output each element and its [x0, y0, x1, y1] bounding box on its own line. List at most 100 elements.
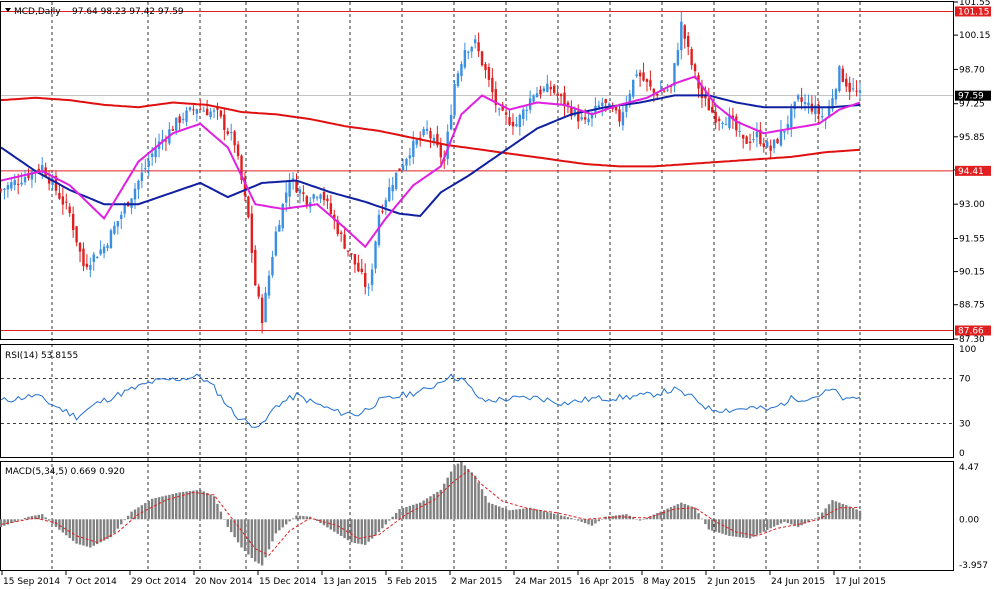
candle-body [219, 110, 223, 117]
candle-body [147, 160, 150, 167]
macd-histogram-bar [779, 519, 783, 524]
macd-histogram-bar [803, 519, 807, 524]
macd-histogram-bar [790, 519, 793, 525]
macd-histogram-bar [384, 519, 388, 525]
macd-histogram-bar [353, 519, 357, 543]
candle-body [109, 230, 113, 249]
macd-histogram-bar [669, 507, 673, 520]
macd-histogram-bar [838, 502, 841, 520]
candle-body [236, 144, 240, 157]
macd-histogram-bar [577, 519, 580, 521]
candle-body [30, 171, 34, 180]
macd-histogram-bar [92, 519, 95, 546]
candle-body [377, 215, 381, 245]
macd-histogram-bar [78, 519, 82, 545]
macd-histogram-bar [274, 519, 278, 534]
candle-body [484, 64, 487, 71]
candle-body [20, 182, 23, 185]
macd-histogram-bar [776, 519, 779, 526]
macd-histogram-bar [642, 519, 645, 520]
candle-body [188, 107, 192, 110]
candle-body [597, 105, 601, 109]
macd-histogram-bar [23, 518, 27, 520]
macd-histogram-bar [343, 519, 346, 539]
macd-histogram-bar [429, 496, 432, 520]
candle-body [814, 105, 817, 115]
candle-body [274, 231, 278, 256]
candle-body [614, 106, 618, 111]
candle-body [75, 226, 78, 243]
candle-body [700, 85, 704, 99]
macd-histogram-bar [841, 503, 845, 520]
candle-body [82, 248, 85, 267]
macd-histogram-bar [230, 519, 233, 533]
candle-body [278, 224, 281, 232]
x-tick-label: 5 Feb 2015 [387, 577, 437, 587]
candle-body [133, 188, 137, 200]
macd-histogram-bar [254, 519, 257, 562]
candle-body [473, 39, 477, 44]
macd-histogram-bar [800, 519, 803, 526]
macd-histogram-bar [831, 500, 834, 520]
macd-histogram-bar [61, 519, 65, 533]
macd-histogram-bar [542, 511, 546, 520]
macd-histogram-bar [333, 519, 336, 532]
macd-histogram-bar [295, 515, 298, 520]
candle-body [449, 115, 453, 130]
macd-histogram-bar [453, 465, 456, 520]
macd-histogram-bar [377, 519, 381, 533]
candle-body [384, 200, 388, 208]
candle-body [298, 189, 302, 194]
candle-body [790, 108, 793, 128]
candle-body [367, 287, 370, 289]
macd-histogram-bar [752, 519, 755, 537]
candle-body [233, 131, 236, 146]
dropdown-arrow-icon[interactable] [5, 8, 11, 12]
macd-histogram-bar [741, 519, 745, 538]
candle-body [717, 118, 721, 121]
level-price-tag [955, 325, 991, 336]
candle-body [638, 72, 642, 77]
macd-histogram-bar [367, 519, 370, 542]
macd-histogram-bar [590, 519, 594, 526]
candle-body [539, 89, 542, 95]
macd-histogram-bar [109, 519, 113, 538]
macd-histogram-bar [501, 507, 504, 520]
candle-body [851, 88, 855, 90]
macd-histogram-bar [10, 519, 13, 524]
candle-body [302, 192, 305, 195]
candle-body [226, 131, 229, 135]
candle-body [803, 102, 807, 104]
macd-histogram-bar [697, 513, 700, 520]
candle-body [408, 155, 412, 159]
candle-body [504, 112, 508, 115]
candle-body [752, 139, 755, 141]
candle-body [23, 177, 27, 183]
candle-body [284, 192, 288, 203]
macd-histogram-bar [783, 519, 786, 522]
x-tick-label: 15 Dec 2014 [259, 577, 317, 587]
candle-body [738, 130, 741, 132]
candle-body [549, 86, 552, 90]
macd-histogram-bar [690, 506, 693, 520]
price-y-tick-label: 101.55 [959, 0, 991, 8]
macd-histogram-bar [625, 514, 628, 520]
candle-body [776, 138, 779, 144]
candle-body [632, 79, 635, 97]
candle-body [686, 36, 690, 47]
candle-body [711, 106, 714, 113]
macd-histogram-bar [243, 519, 247, 552]
candle-body [336, 220, 339, 235]
candle-body [388, 187, 391, 202]
x-tick-label: 7 Oct 2014 [67, 577, 117, 587]
candle-body [693, 64, 697, 72]
candle-body [96, 256, 99, 259]
level-price-label: 101.15 [958, 7, 990, 17]
macd-histogram-bar [27, 516, 30, 520]
macd-histogram-bar [528, 507, 532, 520]
macd-histogram-bar [6, 519, 10, 525]
candle-body [522, 109, 525, 120]
candle-body [858, 90, 862, 93]
macd-histogram-bar [82, 519, 85, 546]
candle-body [501, 104, 504, 111]
